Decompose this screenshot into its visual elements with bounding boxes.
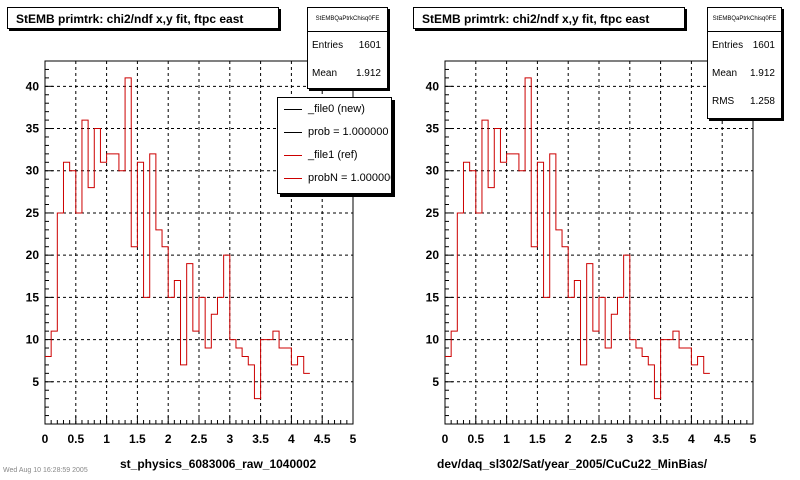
legend-label-prob: prob = 1.000000 <box>308 126 389 138</box>
right-y-tick-label-0: 5 <box>432 375 439 389</box>
left-x-tick-label-9: 4.5 <box>314 432 331 446</box>
right-stats-row-rms: RMS 1.258 <box>708 88 781 116</box>
legend-swatch-prob <box>284 132 302 133</box>
right-x-tick-label-8: 4 <box>688 432 695 446</box>
left-stats-row-entries: Entries 1601 <box>308 32 387 60</box>
right-y-tick-label-1: 10 <box>426 333 440 347</box>
legend-entry-file0: _file0 (new) <box>278 98 391 121</box>
right-x-axis-label: dev/daq_sl302/Sat/year_2005/CuCu22_MinBi… <box>437 457 708 471</box>
left-x-tick-label-0: 0 <box>42 432 49 446</box>
right-histogram-series <box>445 77 710 400</box>
left-x-tick-label-2: 1 <box>103 432 110 446</box>
left-y-tick-label-2: 15 <box>26 290 40 304</box>
right-x-tick-label-2: 1 <box>503 432 510 446</box>
right-stats-mean-label: Mean <box>712 68 738 79</box>
left-x-tick-label-1: 0.5 <box>67 432 84 446</box>
right-histogram-title: StEMB primtrk: chi2/ndf x,y fit, ftpc ea… <box>413 7 685 29</box>
left-y-tick-label-6: 35 <box>26 122 40 136</box>
right-x-tick-label-0: 0 <box>442 432 449 446</box>
right-y-tick-label-5: 30 <box>426 164 440 178</box>
left-stats-mean-value: 1.912 <box>355 68 381 79</box>
left-y-tick-label-4: 25 <box>26 206 40 220</box>
right-stats-mean-value: 1.912 <box>749 68 775 79</box>
right-stats-rms-label: RMS <box>712 96 735 107</box>
legend-swatch-file1 <box>284 155 302 156</box>
footer-timestamp: Wed Aug 10 16:28:59 2005 <box>3 467 88 474</box>
left-x-tick-label-10: 5 <box>350 432 357 446</box>
left-stats-row-mean: Mean 1.912 <box>308 60 387 88</box>
left-histogram-title: StEMB primtrk: chi2/ndf x,y fit, ftpc ea… <box>7 7 279 29</box>
legend-entry-probN: probN = 1.000000 <box>278 167 391 190</box>
legend-swatch-file0 <box>284 109 302 110</box>
left-stats-entries-label: Entries <box>312 40 344 51</box>
left-stats-name: StEMBQaPtrkChisq0FE <box>308 8 387 32</box>
right-x-tick-label-10: 5 <box>750 432 757 446</box>
left-x-tick-label-6: 3 <box>226 432 233 446</box>
left-stats-mean-label: Mean <box>312 68 338 79</box>
left-y-tick-label-5: 30 <box>26 164 40 178</box>
right-x-tick-label-1: 0.5 <box>467 432 484 446</box>
right-x-tick-label-7: 3.5 <box>652 432 669 446</box>
right-x-tick-label-6: 3 <box>626 432 633 446</box>
right-y-tick-label-3: 20 <box>426 248 440 262</box>
right-y-tick-label-4: 25 <box>426 206 440 220</box>
right-x-tick-label-4: 2 <box>565 432 572 446</box>
legend-entry-file1: _file1 (ref) <box>278 144 391 167</box>
left-stats-box: StEMBQaPtrkChisq0FE Entries 1601 Mean 1.… <box>307 7 388 89</box>
left-y-tick-label-3: 20 <box>26 248 40 262</box>
right-y-tick-label-6: 35 <box>426 122 440 136</box>
legend: _file0 (new) prob = 1.000000 _file1 (ref… <box>277 97 392 194</box>
left-y-tick-label-1: 10 <box>26 333 40 347</box>
left-x-tick-label-3: 1.5 <box>129 432 146 446</box>
left-x-tick-label-7: 3.5 <box>252 432 269 446</box>
right-stats-entries-value: 1601 <box>752 40 775 51</box>
left-stats-entries-value: 1601 <box>358 40 381 51</box>
right-stats-name: StEMBQaPtrkChisq0FE <box>708 8 781 32</box>
left-x-tick-label-5: 2.5 <box>191 432 208 446</box>
right-stats-entries-label: Entries <box>712 40 744 51</box>
legend-label-file1: _file1 (ref) <box>308 149 358 161</box>
right-x-tick-label-9: 4.5 <box>714 432 731 446</box>
right-stats-rms-value: 1.258 <box>749 96 775 107</box>
right-x-tick-label-5: 2.5 <box>591 432 608 446</box>
right-stats-row-mean: Mean 1.912 <box>708 60 781 88</box>
left-x-axis-label: st_physics_6083006_raw_1040002 <box>120 457 317 471</box>
left-y-tick-label-0: 5 <box>32 375 39 389</box>
legend-label-file0: _file0 (new) <box>308 103 365 115</box>
left-y-tick-label-7: 40 <box>26 79 40 93</box>
right-y-tick-label-2: 15 <box>426 290 440 304</box>
right-y-tick-label-7: 40 <box>426 79 440 93</box>
right-stats-box: StEMBQaPtrkChisq0FE Entries 1601 Mean 1.… <box>707 7 782 119</box>
legend-label-probN: probN = 1.000000 <box>308 172 392 184</box>
left-histogram-series <box>45 77 310 400</box>
left-x-tick-label-8: 4 <box>288 432 295 446</box>
right-x-tick-label-3: 1.5 <box>529 432 546 446</box>
legend-entry-prob: prob = 1.000000 <box>278 121 391 144</box>
right-stats-row-entries: Entries 1601 <box>708 32 781 60</box>
legend-swatch-probN <box>284 178 302 179</box>
left-x-tick-label-4: 2 <box>165 432 172 446</box>
